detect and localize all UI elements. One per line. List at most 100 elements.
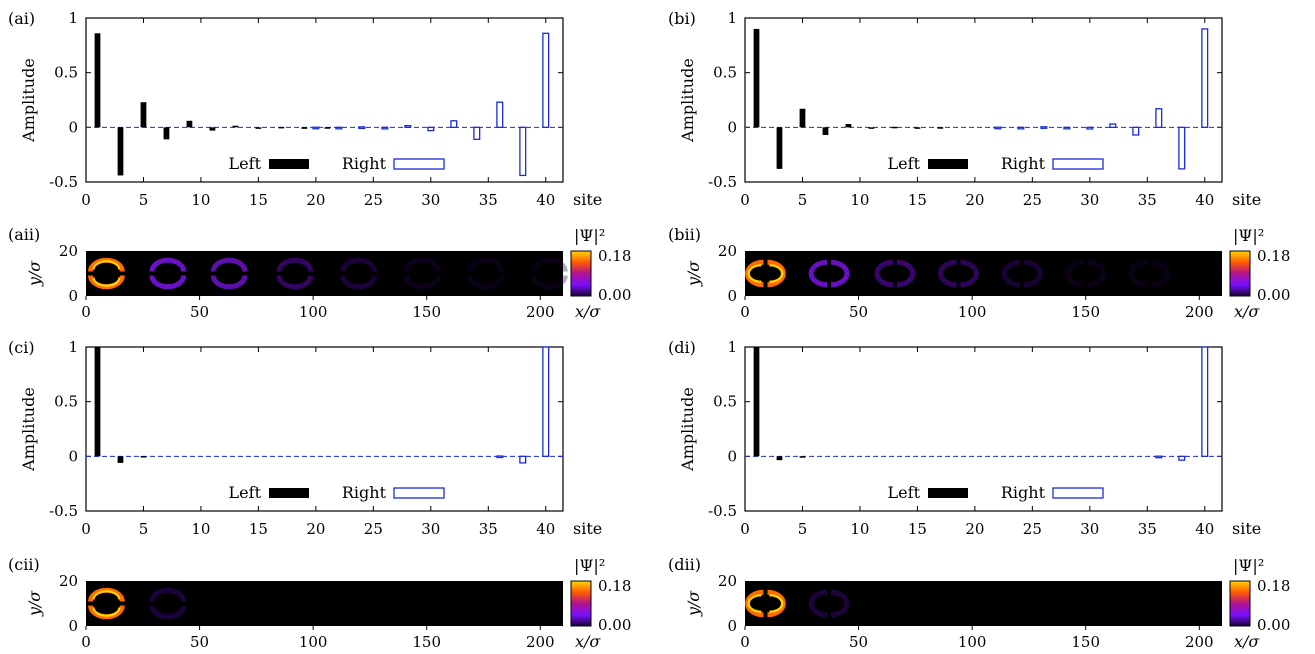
density-ring [745,259,786,288]
ring-peak-left [747,594,762,613]
legend-right-swatch [1052,487,1104,499]
density-ring [88,587,125,620]
x-tick-label: 25 [1023,520,1042,538]
bar-right [1155,108,1163,128]
legend-left-label: Left [229,154,262,173]
bar-right [1178,126,1186,170]
y-tick-label: -0.5 [708,502,737,520]
colorbar-label: |Ψ|² [1233,556,1264,575]
density-ring [340,257,377,290]
bar-left [301,127,308,129]
density-ring [276,257,314,290]
y-tick-label: 20 [59,572,78,590]
ring-lobe-left [938,259,957,288]
x-tick-label: 0 [740,520,750,538]
y-tick-label: 0 [727,287,737,305]
y-tick-label: -0.5 [49,502,78,520]
bar-left [163,127,170,140]
bar-right [542,346,550,457]
y-tick-label: 1 [727,338,737,356]
amplitude-chart: (bi)-0.500.510 5 10 15 20 25 30 35 40 siteAmplitu… [668,9,1261,209]
colorbar-max-label: 0.18 [1257,577,1290,595]
plot-frame [744,346,1223,512]
y-tick-label: -0.5 [708,173,737,191]
x-tick-label: 35 [479,520,498,538]
x-tick-label: 150 [1071,633,1100,651]
y-tick-label: 0 [727,617,737,635]
ring-lobe-bottom [467,275,505,290]
legend-left-swatch [928,488,968,498]
bar-left [117,127,124,176]
y-tick-label: 0.5 [713,64,737,82]
legend-left-label: Left [229,483,262,502]
x-tick-label: 5 [139,191,149,209]
ring-lobe-right [830,589,850,618]
ring-lobe-left [1128,259,1148,288]
y-tick-label: 0 [68,617,78,635]
bar-right [1155,455,1163,459]
legend-left-label: Left [888,483,921,502]
x-tick-label: 5 [798,191,808,209]
y-axis-label: y/σ [684,590,703,617]
panel-label: (ci) [8,338,35,357]
x-tick-label: 10 [191,191,210,209]
bar-right [1063,126,1071,130]
x-tick-label: 0 [81,303,91,321]
x-tick-label: 15 [249,191,268,209]
colorbar-min-label: 0.00 [1257,286,1290,304]
x-tick-label: 35 [1138,191,1157,209]
bar-left [891,126,898,129]
ring-lobe-top [340,257,377,272]
bar-right [381,126,389,130]
ring-lobe-bottom [149,605,187,620]
bar-right [994,126,1002,130]
x-tick-label: 150 [412,633,441,651]
y-tick-label: 1 [68,338,78,356]
density-ring [1001,259,1043,288]
panel-label: (aii) [8,225,40,244]
map-background [86,251,563,296]
bar-left [186,120,193,128]
ring-lobe-left [1065,259,1084,288]
map-background [745,251,1222,296]
ring-lobe-right [1151,259,1170,288]
ring-lobe-bottom [276,275,314,290]
legend-right-swatch [393,158,445,170]
x-axis-label: x/σ [575,302,601,321]
x-tick-label: 50 [849,633,868,651]
ring-lobe-bottom [210,275,248,290]
bar-right [1017,126,1025,130]
x-tick-label: 150 [1071,303,1100,321]
x-tick-label: 40 [536,520,555,538]
colorbar-label: |Ψ|² [574,556,605,575]
density-ring [530,257,568,290]
x-axis-label: x/σ [575,632,601,651]
density-ring [1128,259,1170,288]
bar-left [209,127,216,131]
ring-peak-right [769,594,784,613]
bar-right [404,125,412,128]
x-tick-label: 50 [849,303,868,321]
bar-right [496,101,504,128]
bar-right [496,455,504,459]
x-tick-label: 40 [1195,520,1214,538]
x-axis-label: site [1232,519,1261,538]
bar-right [1109,123,1117,128]
map-background [745,581,1222,626]
density-ring [149,257,187,290]
ring-lobe-top [530,257,568,272]
density-ring [938,259,979,288]
ring-lobe-left [874,259,894,288]
bar-right [1132,126,1140,136]
ring-peak-top [92,590,121,600]
bar-right [473,126,481,141]
colorbar-max-label: 0.18 [598,247,631,265]
x-tick-label: 200 [1185,303,1214,321]
bar-left [868,127,875,129]
x-tick-label: 15 [249,520,268,538]
legend-right-label: Right [1001,154,1046,173]
y-tick-label: 0 [68,287,78,305]
ring-lobe-left [808,259,828,288]
colorbar-min-label: 0.00 [598,616,631,634]
